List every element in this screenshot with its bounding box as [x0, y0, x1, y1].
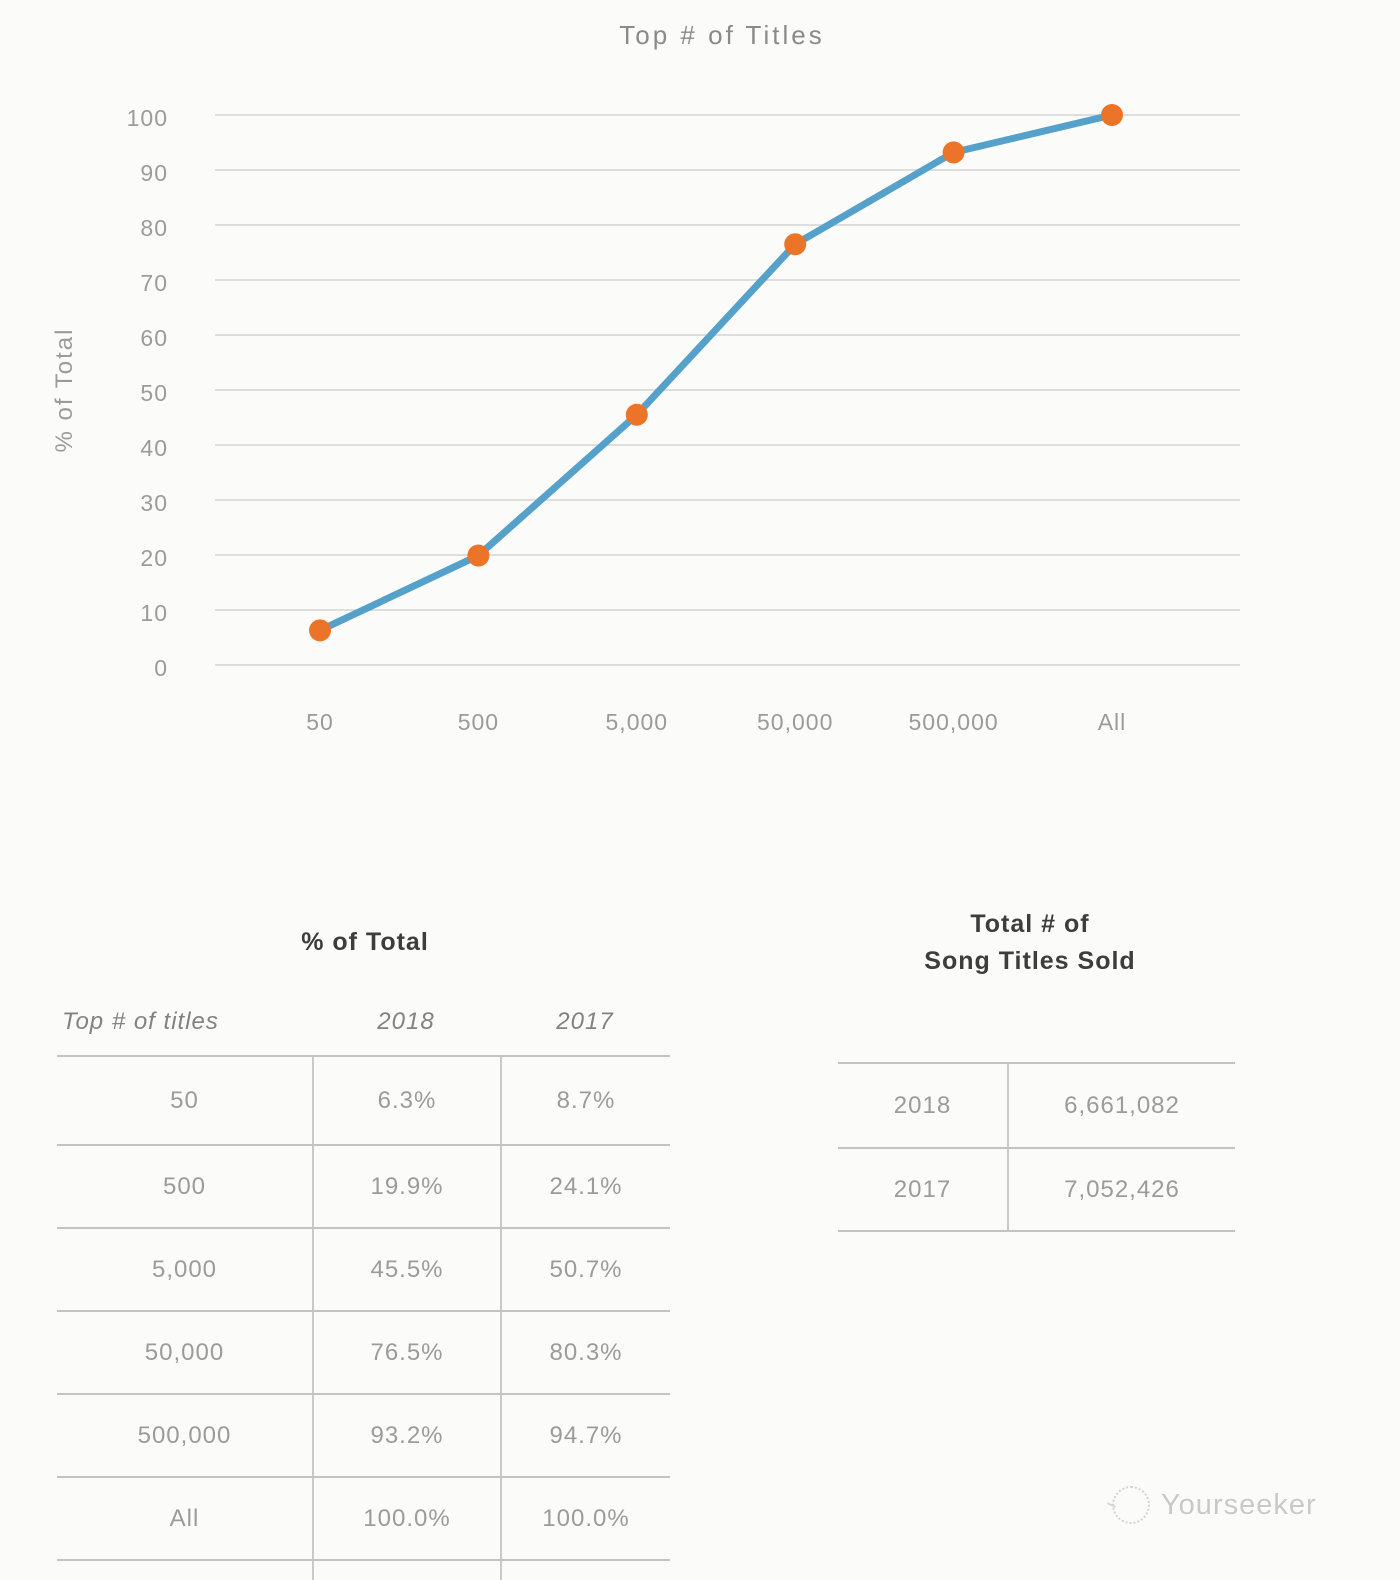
row-label: 500 [162, 1172, 207, 1200]
y-tick-label: 90 [140, 160, 168, 186]
y-tick-label: 60 [140, 325, 168, 351]
data-point-marker [942, 141, 965, 164]
y-tick-label: 20 [140, 545, 168, 571]
data-point-marker [784, 233, 807, 256]
sold-table-title-line2: Song Titles Sold [924, 947, 1136, 975]
y-tick-label: 80 [140, 215, 168, 241]
table-row: 500,000 93.2% 94.7% [57, 1395, 670, 1478]
total-sold-value: 6,661,082 [1007, 1064, 1235, 1147]
table-row: 500 19.9% 24.1% [57, 1146, 670, 1229]
y-axis-label: % of Total [51, 328, 78, 453]
table-row: 2017 7,052,426 [838, 1149, 1235, 1232]
x-tick-label: 500,000 [909, 709, 999, 735]
chart-title: Top # of Titles [619, 20, 825, 50]
x-tick-label: 5,000 [606, 709, 669, 735]
table-row: 2018 6,661,082 [838, 1064, 1235, 1149]
total-sold-value: 7,052,426 [1007, 1149, 1235, 1230]
row-label: All [169, 1504, 200, 1532]
table-edge-continuation [57, 1561, 670, 1580]
value-2018: 19.9% [312, 1146, 500, 1227]
percent-table-title: % of Total [301, 928, 429, 956]
percent-table-header: Top # of titles 2018 2017 [57, 998, 670, 1046]
value-2017: 24.1% [500, 1146, 670, 1227]
table-row: 5,000 45.5% 50.7% [57, 1229, 670, 1312]
table-row: 50,000 76.5% 80.3% [57, 1312, 670, 1395]
value-2018: 45.5% [312, 1229, 500, 1310]
value-2017: 50.7% [500, 1229, 670, 1310]
data-point-marker [1101, 104, 1123, 126]
value-2017: 80.3% [500, 1312, 670, 1393]
value-2017: 100.0% [500, 1478, 670, 1559]
data-point-marker [467, 544, 490, 567]
y-tick-label: 10 [140, 600, 168, 626]
line-chart: 0 10 20 30 40 50 60 70 80 90 100 50 500 5,000 50,000 50… [51, 104, 1240, 735]
year-label: 2018 [893, 1091, 952, 1119]
x-tick-label: 50 [306, 709, 334, 735]
value-2018: 6.3% [312, 1057, 500, 1144]
x-tick-label: 50,000 [757, 709, 833, 735]
value-2018: 93.2% [312, 1395, 500, 1476]
row-label: 50 [170, 1086, 199, 1114]
sold-table: 2018 6,661,082 2017 7,052,426 [838, 1062, 1235, 1232]
year-label: 2017 [893, 1175, 952, 1203]
value-2018: 76.5% [312, 1312, 500, 1393]
row-label: 500,000 [137, 1421, 232, 1449]
percent-table-col-2018: 2018 [377, 1008, 435, 1035]
percent-table-col-2017: 2017 [556, 1008, 614, 1035]
y-tick-label: 100 [127, 105, 168, 131]
x-tick-label: 500 [458, 709, 499, 735]
yourseeker-logo-icon [1112, 1486, 1150, 1524]
row-label: 5,000 [151, 1255, 218, 1283]
sold-table-title-line1: Total # of [970, 910, 1090, 938]
value-2017: 8.7% [500, 1057, 670, 1144]
y-tick-label: 50 [140, 380, 168, 406]
percent-table: 50 6.3% 8.7% 500 19.9% 24.1% 5,000 45.5%… [57, 1055, 670, 1580]
data-point-marker [625, 403, 648, 426]
y-tick-label: 0 [154, 655, 168, 681]
watermark-label: Yourseeker [1161, 1488, 1317, 1521]
x-tick-label: All [1098, 709, 1127, 735]
value-2018: 100.0% [312, 1478, 500, 1559]
row-label: 50,000 [144, 1338, 225, 1366]
watermark: Yourseeker [1112, 1486, 1317, 1524]
sold-table-title: Total # of Song Titles Sold [830, 906, 1230, 980]
table-row: All 100.0% 100.0% [57, 1478, 670, 1561]
percent-table-col-titles: Top # of titles [62, 1008, 219, 1035]
value-2017: 94.7% [500, 1395, 670, 1476]
y-tick-label: 70 [140, 270, 168, 296]
trend-line [316, 111, 1116, 634]
table-row: 50 6.3% 8.7% [57, 1057, 670, 1146]
y-tick-label: 30 [140, 490, 168, 516]
data-point-marker [309, 619, 331, 642]
y-tick-label: 40 [140, 435, 168, 461]
